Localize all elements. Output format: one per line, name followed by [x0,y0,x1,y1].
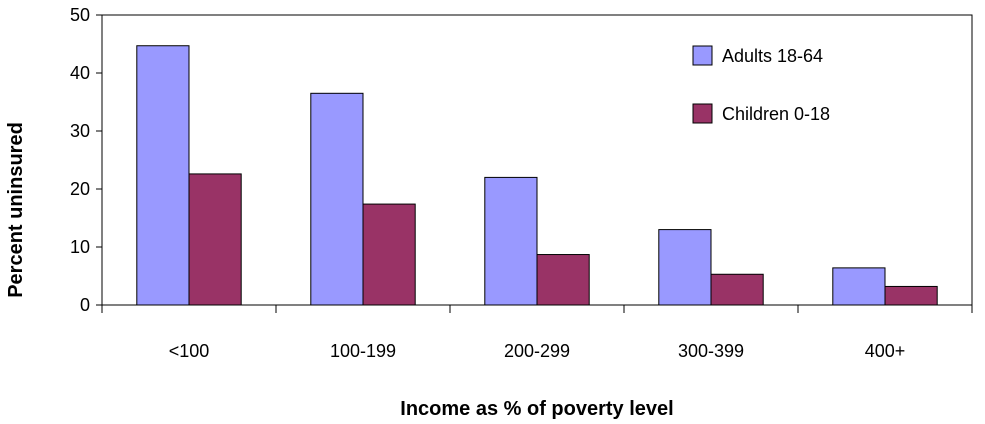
bar-series-1-4 [658,229,712,306]
x-axis-title: Income as % of poverty level [400,398,673,420]
bar-series-2-3 [536,254,590,306]
bar-series-2-5 [884,285,938,306]
legend-label-1: Adults 18-64 [722,46,823,66]
bar-series-1-2 [310,92,364,306]
bar-series-2-2 [362,203,416,306]
y-tick-label: 40 [70,63,90,83]
legend-label-2: Children 0-18 [722,104,830,124]
x-tick-label: 300-399 [678,341,744,361]
y-tick-label: 0 [80,295,90,315]
bar-series-1-5 [832,267,886,306]
x-tick-label: 100-199 [330,341,396,361]
legend-swatch-2 [692,103,713,124]
axis-layer: 0 10 20 30 40 50 <100 100-199 200-299 300-399 400+ [70,5,973,361]
legend-swatch-1 [692,45,713,66]
y-tick-label: 30 [70,121,90,141]
bar-series-2-4 [710,273,764,306]
bar-series-1-3 [484,176,538,306]
x-tick-label: 400+ [865,341,906,361]
y-axis-title: Percent uninsured [5,122,27,298]
bar-series-2-1 [188,173,242,306]
y-tick-label: 20 [70,179,90,199]
x-tick-label: <100 [169,341,210,361]
bars-layer [136,45,938,306]
y-tick-label: 10 [70,237,90,257]
bar-series-1-1 [136,45,190,306]
legend: Adults 18-64 Children 0-18 [692,45,830,124]
y-tick-label: 50 [70,5,90,25]
x-tick-label: 200-299 [504,341,570,361]
